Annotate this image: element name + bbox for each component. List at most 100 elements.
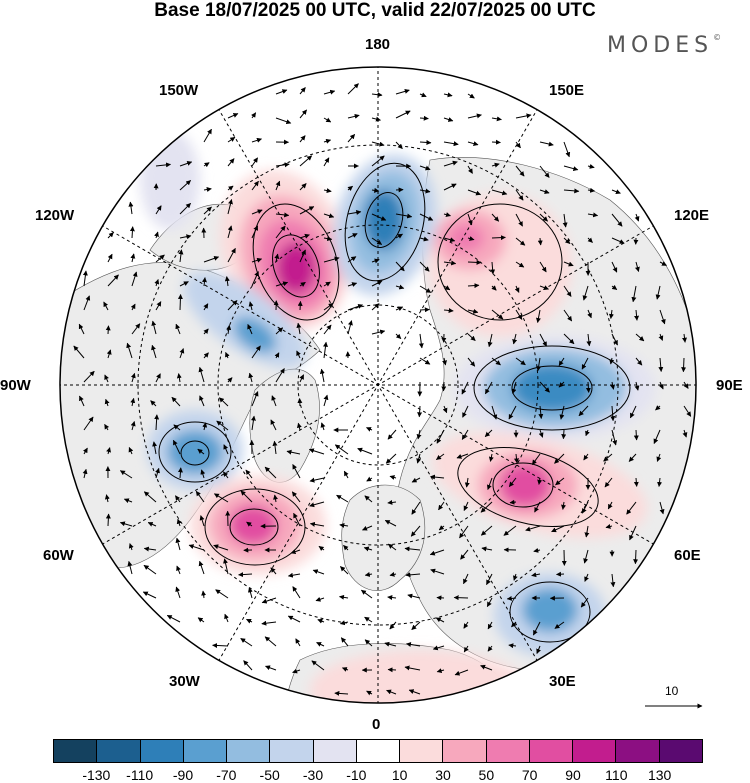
wind-arrow [411,477,421,483]
wind-arrow [323,213,335,219]
wind-arrow [371,303,380,311]
wind-arrow [201,590,207,599]
wind-arrow [73,345,85,359]
wind-arrow [179,180,191,191]
wind-arrow [82,447,88,455]
wind-arrow [317,618,325,624]
wind-arrow [580,597,589,608]
wind-arrow [323,89,336,95]
wind-arrow [486,477,493,490]
wind-arrow [295,638,301,647]
wind-arrow [251,209,263,215]
wind-arrow [151,320,157,335]
wind-arrow [105,325,111,335]
wind-arrow [83,416,94,431]
wind-arrow [251,391,259,407]
wind-arrow [389,621,397,630]
wind-arrow [166,614,181,623]
wind-arrow [363,546,373,552]
wind-arrow [417,405,423,418]
wind-arrow [419,139,432,145]
colorbar-swatch [659,740,702,762]
wind-arrow [562,213,568,228]
wind-arrow [419,213,434,221]
colorbar-tick-label: -90 [172,767,194,783]
wind-arrow [366,690,373,696]
wind-arrow [299,206,315,215]
wind-arrow [264,636,277,647]
wind-arrow [107,232,114,239]
wind-arrow [416,429,422,440]
wind-arrow [199,515,205,527]
wind-arrow [128,446,134,455]
wind-arrow [309,521,325,527]
wind-arrow [78,323,85,335]
lon-label-90w: 90W [0,377,31,394]
wind-arrow [347,282,358,287]
wind-arrow [104,494,110,503]
wind-arrow [292,668,301,674]
wind-arrow [554,453,565,464]
colorbar-swatch [356,740,401,762]
colorbar-tick-label: -50 [259,767,280,783]
wind-arrow [128,543,134,551]
wind-arrow [563,285,572,297]
wind-arrow [311,660,325,671]
wind-arrow [291,491,301,503]
lon-label-150e: 150E [549,82,585,99]
wind-arrow [251,137,262,143]
wind-arrow [251,345,261,359]
wind-arrow [419,236,429,242]
wind-arrow [419,357,431,365]
wind-arrow [463,501,469,511]
wind-arrow [130,397,136,407]
wind-arrow [347,210,362,215]
wind-arrow [387,543,397,551]
wind-arrow [316,642,325,647]
wind-arrow [340,566,349,575]
wind-arrow [486,573,493,586]
wind-arrow [611,213,623,227]
wind-arrow [223,444,229,455]
brand-logo: MODES© [607,33,721,58]
wind-arrow [389,571,397,577]
colorbar-swatch [529,740,574,762]
wind-arrow [299,249,306,263]
wind-arrow [634,381,640,391]
wind-arrow [467,308,479,314]
wind-arrow [299,281,306,287]
wind-arrow [155,467,160,479]
wind-arrow [539,261,547,273]
wind-arrow [83,295,91,311]
map-boundary [59,66,697,704]
wind-arrow [484,381,493,395]
colorbar [53,739,703,763]
wind-arrow [558,381,565,388]
wind-arrow [430,474,445,480]
wind-arrow [179,161,193,167]
wind-arrow [347,256,357,263]
wind-arrow [563,188,580,194]
wind-arrow [119,470,133,479]
wind-arrow [178,249,184,263]
wind-arrow [536,645,541,654]
wind-arrow [515,189,524,201]
wind-arrow [343,545,349,551]
wind-arrow [515,141,521,149]
wind-arrow [508,643,517,649]
wind-arrow [203,303,209,311]
wind-arrow [177,467,183,479]
wind-arrow [79,395,85,407]
wind-arrow [275,281,289,287]
wind-arrow [611,261,618,273]
wind-arrow [608,309,614,319]
height-contours [158,162,631,643]
wind-arrow [150,400,157,407]
wind-arrow [243,660,253,671]
wind-arrow [323,394,329,407]
wind-arrow [371,237,383,245]
wind-arrow [130,421,136,431]
wind-arrow [629,405,637,419]
colorbar-tick-label: -130 [82,767,111,783]
wind-arrow [155,205,162,215]
